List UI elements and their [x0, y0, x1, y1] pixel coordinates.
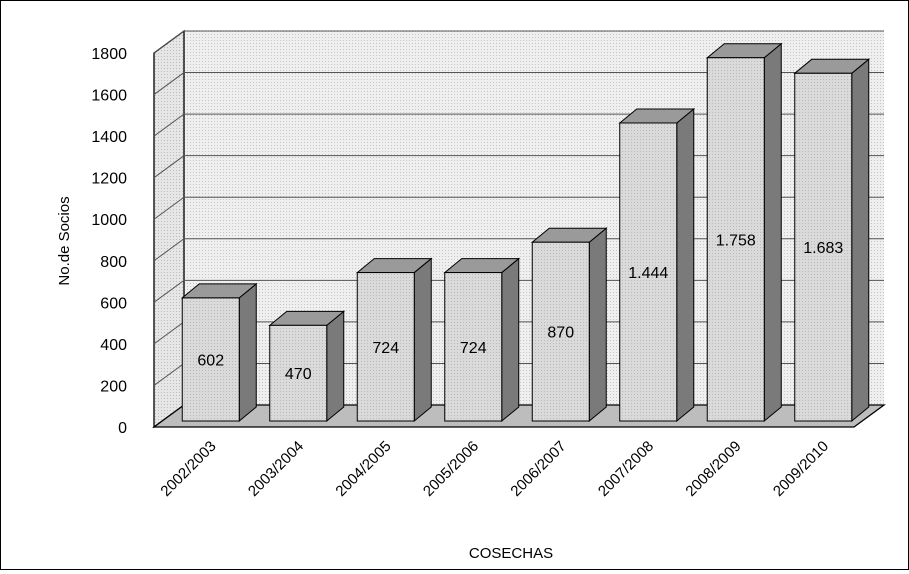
x-tick-label: 2008/2009	[682, 438, 744, 500]
bar-2006/2007: 870	[530, 227, 608, 423]
data-label: 724	[372, 340, 399, 357]
y-tick-label: 800	[100, 254, 127, 271]
bar-side	[238, 282, 257, 423]
y-tick-label: 0	[118, 420, 127, 437]
x-tick-label: 2006/2007	[507, 438, 569, 500]
bar-front	[356, 272, 415, 422]
data-label: 470	[285, 366, 312, 383]
bar-2007/2008: 1.444	[618, 107, 696, 423]
y-axis-ticks: 0 200 400 600 800 1000 1200 1400 1600 1800	[91, 46, 127, 437]
bar-2009/2010: 1.683	[793, 58, 871, 423]
bar-front	[269, 324, 328, 422]
data-label: 724	[460, 340, 487, 357]
y-tick-label: 600	[100, 295, 127, 312]
y-tick-label: 1000	[91, 212, 127, 229]
data-label: 602	[197, 352, 224, 369]
y-tick-label: 1400	[91, 129, 127, 146]
bar-2005/2006: 724	[443, 257, 521, 423]
y-tick-label: 400	[100, 337, 127, 354]
x-tick-label: 2002/2003	[157, 438, 219, 500]
bar-front	[444, 272, 503, 422]
data-label: 1.444	[628, 265, 668, 282]
bar-side	[676, 107, 695, 423]
bar-side	[763, 42, 782, 423]
bar-front	[794, 72, 853, 422]
bar-front	[706, 57, 765, 422]
x-tick-label: 2003/2004	[245, 438, 307, 500]
y-tick-label: 1200	[91, 171, 127, 188]
gridline	[153, 72, 884, 95]
bar-side	[413, 257, 432, 423]
bar-front	[531, 241, 590, 422]
y-tick-label: 1600	[91, 88, 127, 105]
y-tick-label: 1800	[91, 46, 127, 63]
bar-side	[851, 58, 870, 423]
data-label: 1.683	[803, 240, 843, 257]
bar-front	[181, 297, 240, 422]
gridline	[153, 30, 884, 54]
x-axis-label: COSECHAS	[469, 545, 553, 562]
bar-side	[501, 257, 520, 423]
side-wall	[153, 29, 185, 429]
data-label: 870	[547, 325, 574, 342]
x-tick-label: 2007/2008	[595, 438, 657, 500]
bar-2004/2005: 724	[355, 257, 433, 423]
y-axis-label: No.de Socios	[56, 196, 73, 285]
bar-front	[619, 122, 678, 422]
data-label: 1.758	[716, 232, 756, 249]
bar-2003/2004: 470	[268, 310, 346, 423]
bars: 602 470 724 724 870 1.444 1.758 1.683	[180, 42, 871, 423]
x-axis-ticks: 2002/2003 2003/2004 2004/2005 2005/2006 2006…	[157, 438, 832, 500]
bar-side	[588, 227, 607, 423]
bar-side	[326, 310, 345, 423]
bar-2008/2009: 1.758	[705, 42, 783, 423]
x-tick-label: 2004/2005	[332, 438, 394, 500]
bar-2002/2003: 602	[180, 282, 258, 423]
x-tick-label: 2009/2010	[770, 438, 832, 500]
y-tick-label: 200	[100, 378, 127, 395]
x-tick-label: 2005/2006	[420, 438, 482, 500]
